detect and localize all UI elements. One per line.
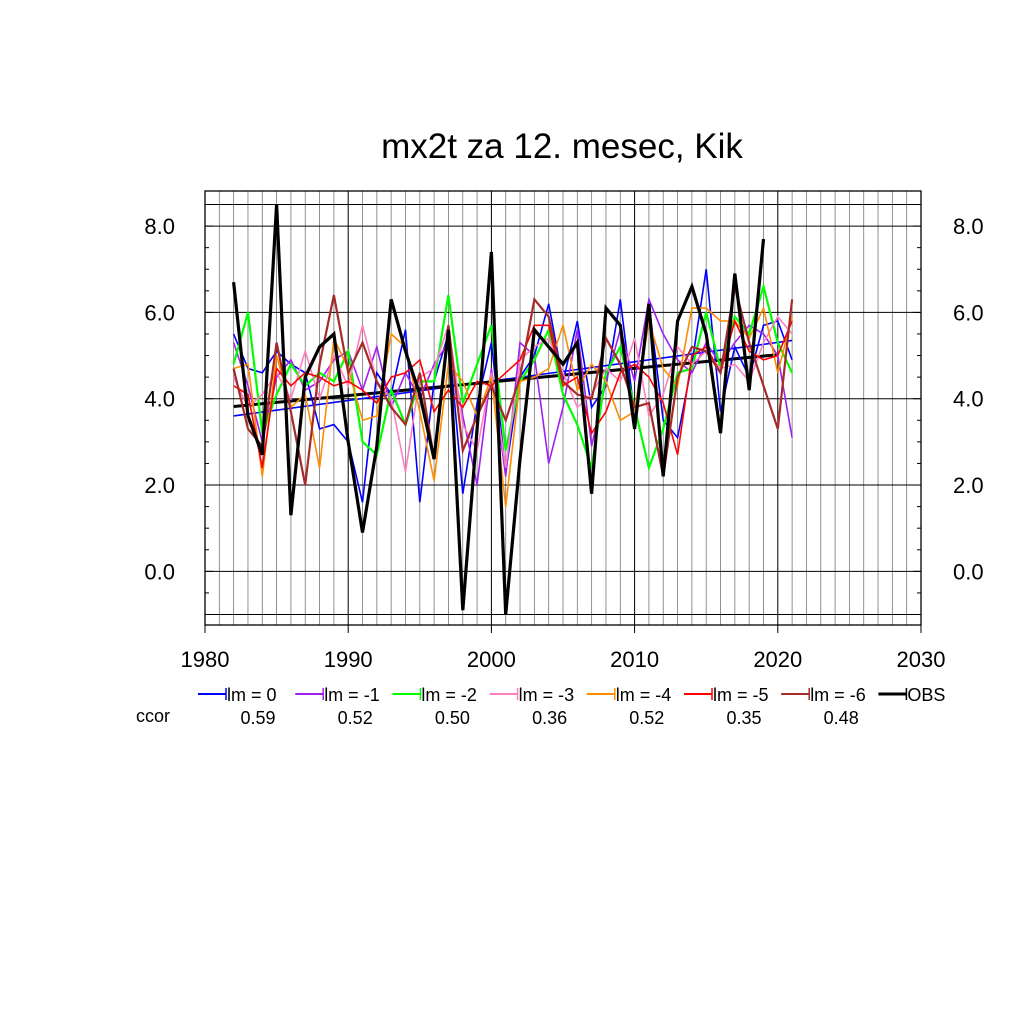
legend-ccor-value: 0.36 bbox=[532, 708, 567, 728]
legend-ccor-value: 0.52 bbox=[629, 708, 664, 728]
legend-ccor-value: 0.35 bbox=[726, 708, 761, 728]
legend-label: lm = -4 bbox=[616, 685, 672, 705]
series-line bbox=[232, 286, 794, 486]
y-tick-label-right: 2.0 bbox=[953, 473, 984, 498]
data-series bbox=[232, 204, 794, 615]
legend-label: OBS bbox=[907, 685, 945, 705]
y-tick-label-left: 2.0 bbox=[144, 473, 175, 498]
y-tick-label-right: 8.0 bbox=[953, 214, 984, 239]
series-line bbox=[232, 269, 793, 503]
series-line bbox=[232, 315, 793, 473]
legend-label: lm = 0 bbox=[227, 685, 277, 705]
legend-label: lm = -5 bbox=[713, 685, 769, 705]
y-tick-label-left: 8.0 bbox=[144, 214, 175, 239]
legend-ccor-value: 0.52 bbox=[338, 708, 373, 728]
ccor-label: ccor bbox=[136, 706, 170, 726]
chart-title: mx2t za 12. mesec, Kik bbox=[381, 127, 743, 166]
y-tick-label-right: 6.0 bbox=[953, 300, 984, 325]
y-tick-label-left: 4.0 bbox=[144, 387, 175, 412]
legend-label: lm = -1 bbox=[324, 685, 380, 705]
plot-frame bbox=[204, 190, 922, 626]
y-tick-label-left: 6.0 bbox=[144, 300, 175, 325]
series-line bbox=[233, 318, 793, 468]
axes: 1980 1990 2000 2010 2020 2030 0.0 0.0 2.0 2.0 4.0 4… bbox=[144, 204, 984, 672]
legend-label: lm = -2 bbox=[421, 685, 477, 705]
series-line bbox=[232, 204, 766, 615]
legend-ccor-value: 0.48 bbox=[824, 708, 859, 728]
y-tick-label-left: 0.0 bbox=[144, 559, 175, 584]
legend-label: lm = -3 bbox=[519, 685, 575, 705]
legend: ccor lm = 0 0.59 lm = -1 0.52 lm = -2 0.50 lm … bbox=[136, 685, 945, 728]
x-tick-label: 2000 bbox=[467, 647, 516, 672]
legend-ccor-value: 0.50 bbox=[435, 708, 470, 728]
x-tick-label: 1990 bbox=[324, 647, 373, 672]
legend-ccor-value: 0.59 bbox=[240, 708, 275, 728]
x-tick-label: 2020 bbox=[753, 647, 802, 672]
y-tick-label-right: 4.0 bbox=[953, 387, 984, 412]
x-tick-label: 1980 bbox=[181, 647, 230, 672]
legend-label: lm = -6 bbox=[810, 685, 866, 705]
x-tick-label: 2010 bbox=[610, 647, 659, 672]
x-tick-label: 2030 bbox=[897, 647, 946, 672]
y-tick-label-right: 0.0 bbox=[953, 559, 984, 584]
trend-line bbox=[233, 353, 778, 408]
